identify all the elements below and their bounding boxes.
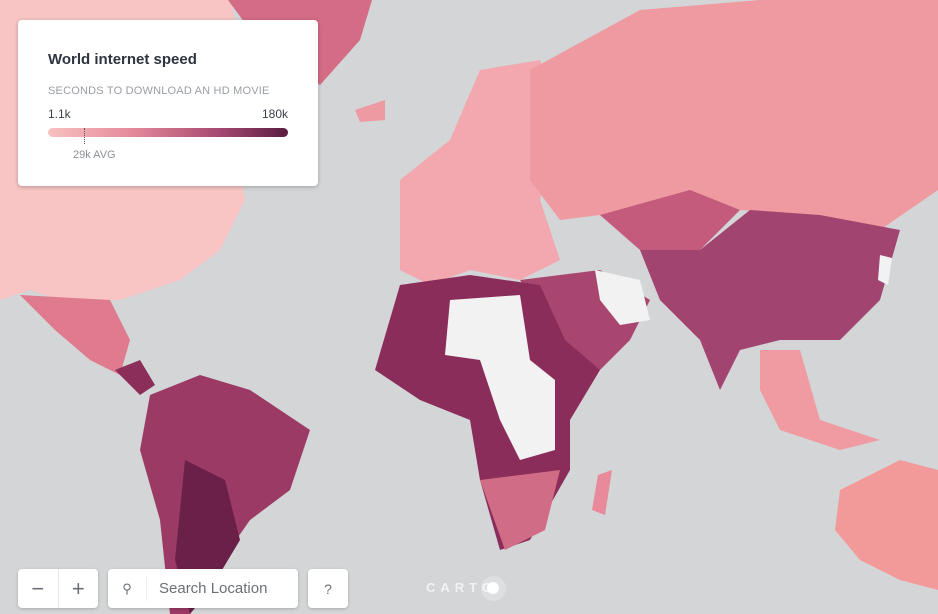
legend-min: 1.1k	[48, 107, 71, 121]
region-australia[interactable]	[835, 460, 938, 590]
legend-color-ramp	[48, 128, 288, 137]
zoom-control: − +	[18, 569, 98, 608]
region-china-india[interactable]	[640, 210, 900, 390]
region-korea[interactable]	[878, 255, 892, 285]
region-mexico[interactable]	[20, 295, 130, 375]
search-input[interactable]: Search Location	[159, 580, 268, 597]
region-iceland[interactable]	[355, 100, 385, 122]
region-russia[interactable]	[530, 0, 938, 230]
legend-title: World internet speed	[48, 51, 197, 68]
legend-max: 180k	[261, 107, 288, 121]
region-kazakhstan[interactable]	[600, 190, 740, 250]
legend-avg: 29k AVG	[73, 149, 116, 161]
region-southeast-asia[interactable]	[760, 350, 880, 450]
zoom-in-button[interactable]: +	[71, 575, 85, 601]
region-madagascar[interactable]	[592, 470, 612, 515]
region-central-america[interactable]	[115, 360, 155, 395]
region-europe[interactable]	[400, 60, 560, 285]
search-icon[interactable]: ⚲	[108, 576, 147, 601]
legend-avg-marker	[84, 128, 85, 144]
region-southern-africa[interactable]	[480, 470, 560, 550]
legend-subtitle: SECONDS TO DOWNLOAD AN HD MOVIE	[48, 85, 270, 97]
zoom-out-button[interactable]: −	[18, 569, 59, 608]
region-iran[interactable]	[595, 270, 650, 325]
carto-logo-dot	[481, 576, 506, 601]
search-box[interactable]: ⚲ Search Location	[108, 569, 298, 608]
carto-logo: CARTO	[426, 580, 497, 595]
region-africa-nodata[interactable]	[445, 295, 555, 460]
help-button[interactable]: ?	[308, 569, 348, 608]
legend-panel: World internet speed SECONDS TO DOWNLOAD…	[18, 20, 318, 186]
